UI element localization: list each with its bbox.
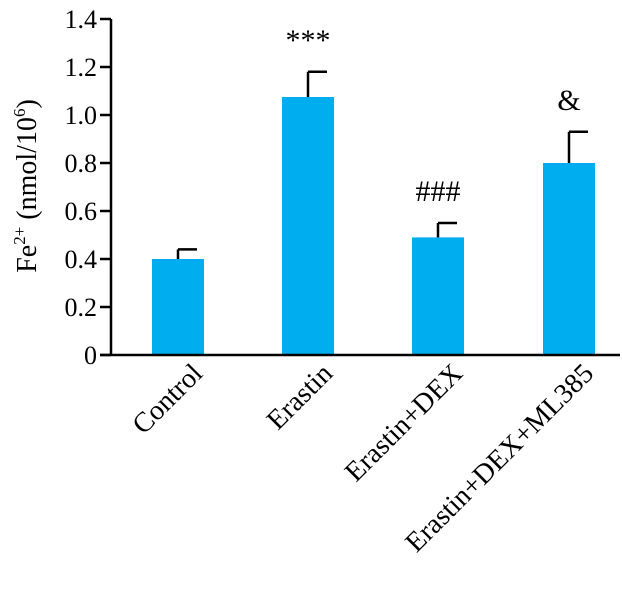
y-tick-label: 0 [84,341,97,370]
bar [412,237,464,355]
x-tick-label: Control [127,358,210,441]
y-tick-label: 1.0 [65,101,98,130]
y-label-sup1: 2+ [10,227,29,245]
y-tick-label: 1.4 [65,5,98,34]
y-tick-label: 0.8 [65,149,98,178]
bar [152,259,204,355]
y-tick-label: 0.2 [65,293,98,322]
x-tick-label: Erastin+DEX [339,358,469,488]
significance-annotation: *** [286,24,331,57]
y-tick-label: 1.2 [65,53,98,82]
y-label-end: ) [12,99,43,108]
y-tick-label: 0.6 [65,197,98,226]
bar [282,97,334,355]
y-label-sup2: 6 [10,109,29,118]
bars: *** ### & [152,24,595,355]
y-label-mid: (nmol/10 [12,117,43,227]
significance-annotation: ### [416,175,461,208]
bar [543,163,595,355]
y-label-base: Fe [12,245,43,273]
y-tick-label: 0.4 [65,245,98,274]
x-tick-label: Erastin [261,358,339,436]
significance-annotation: & [557,84,580,117]
x-axis: Control Erastin Erastin+DEXErastin+DEX+ML3… [100,353,620,558]
y-axis: 0 0.2 0.4 0.6 0.8 1.0 1.2 1.4 [65,5,113,370]
y-axis-label: Fe2+ (nmol/106) [10,99,43,273]
